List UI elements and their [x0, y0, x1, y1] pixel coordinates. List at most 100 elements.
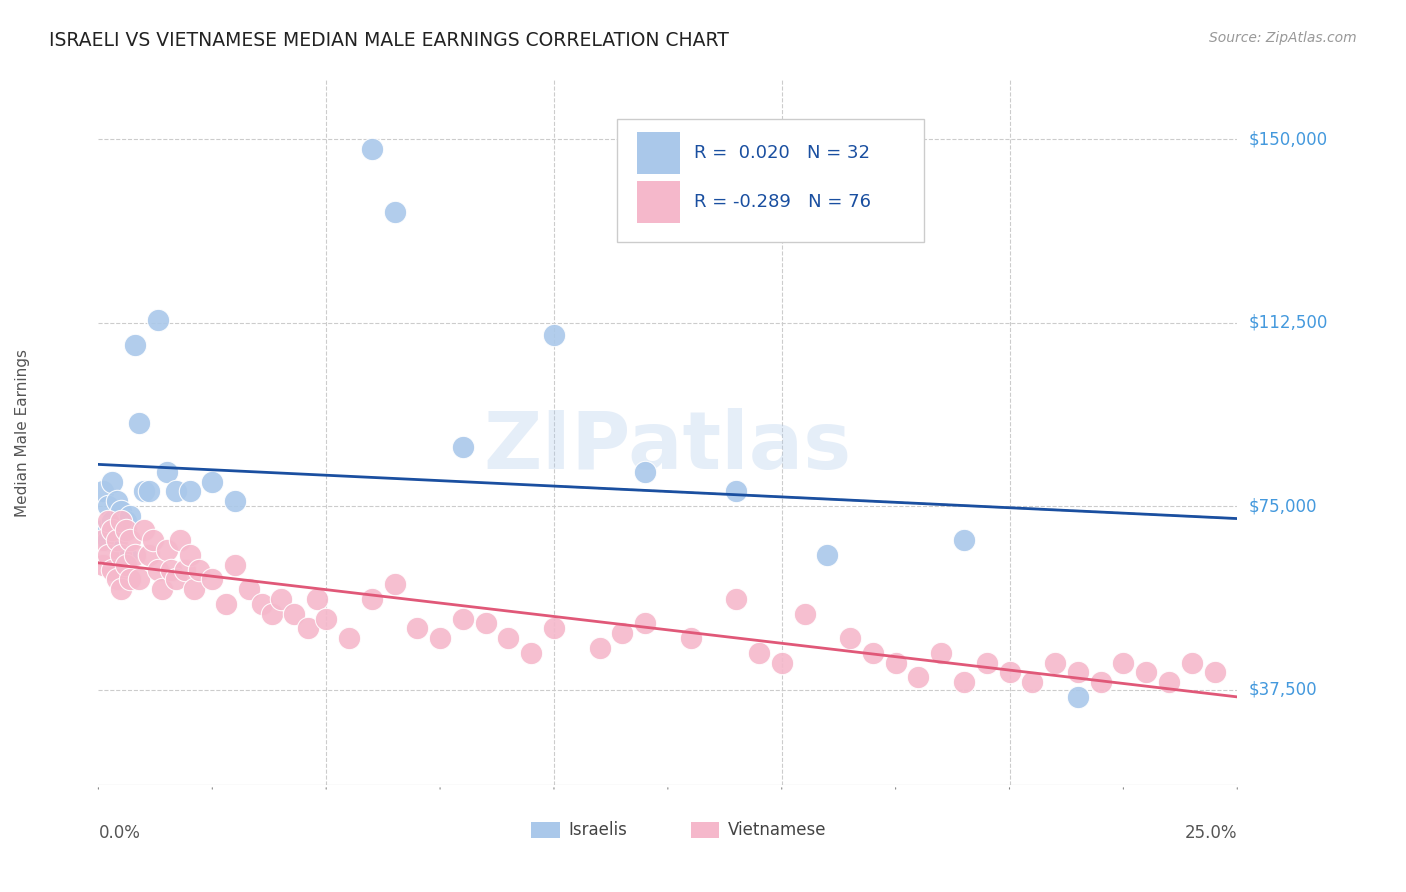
Text: Israelis: Israelis: [569, 821, 627, 839]
Point: [110, 524, 132, 538]
Point: [169, 533, 191, 548]
Point: [105, 533, 128, 548]
Point: [146, 313, 169, 327]
Text: ISRAELI VS VIETNAMESE MEDIAN MALE EARNINGS CORRELATION CHART: ISRAELI VS VIETNAMESE MEDIAN MALE EARNIN…: [49, 31, 730, 50]
Point: [114, 524, 136, 538]
Point: [138, 548, 160, 562]
Point: [124, 548, 146, 562]
Point: [124, 337, 146, 351]
Point: [953, 533, 976, 548]
FancyBboxPatch shape: [637, 132, 681, 174]
Text: 25.0%: 25.0%: [1185, 824, 1237, 842]
Point: [201, 573, 224, 587]
Point: [110, 548, 132, 562]
FancyBboxPatch shape: [617, 119, 924, 243]
Point: [101, 563, 124, 577]
Point: [146, 563, 169, 577]
Text: R = -0.289   N = 76: R = -0.289 N = 76: [695, 194, 872, 211]
Point: [929, 646, 952, 660]
Point: [634, 616, 657, 631]
Point: [793, 607, 815, 621]
Point: [132, 524, 155, 538]
Point: [183, 582, 205, 597]
Point: [1135, 665, 1157, 680]
Point: [114, 558, 136, 572]
Point: [160, 563, 183, 577]
Point: [1157, 675, 1180, 690]
Point: [307, 592, 329, 607]
Point: [612, 626, 634, 640]
FancyBboxPatch shape: [637, 181, 681, 223]
Text: 0.0%: 0.0%: [98, 824, 141, 842]
Point: [201, 475, 224, 489]
Point: [1067, 665, 1090, 680]
Point: [260, 607, 283, 621]
Point: [224, 494, 246, 508]
Point: [179, 484, 201, 499]
Point: [839, 631, 862, 645]
Point: [360, 142, 382, 156]
Point: [101, 475, 124, 489]
Point: [283, 607, 305, 621]
Point: [474, 616, 496, 631]
Text: $150,000: $150,000: [1249, 130, 1327, 148]
Point: [91, 524, 114, 538]
Point: [748, 646, 770, 660]
FancyBboxPatch shape: [531, 822, 560, 838]
Point: [498, 631, 520, 645]
Point: [96, 548, 118, 562]
FancyBboxPatch shape: [690, 822, 718, 838]
Point: [101, 514, 124, 528]
Point: [337, 631, 360, 645]
Point: [96, 499, 118, 513]
Point: [634, 465, 657, 479]
Point: [384, 577, 406, 591]
Point: [114, 514, 136, 528]
Point: [105, 533, 128, 548]
Point: [91, 533, 114, 548]
Point: [1021, 675, 1043, 690]
Point: [451, 440, 474, 454]
Point: [96, 514, 118, 528]
Point: [1181, 656, 1204, 670]
Point: [238, 582, 260, 597]
Text: Vietnamese: Vietnamese: [728, 821, 827, 839]
Text: $112,500: $112,500: [1249, 313, 1327, 332]
Point: [142, 533, 165, 548]
Point: [429, 631, 451, 645]
Point: [128, 416, 150, 430]
Point: [105, 494, 128, 508]
Point: [110, 514, 132, 528]
Point: [543, 621, 565, 635]
Point: [725, 484, 748, 499]
Text: R =  0.020   N = 32: R = 0.020 N = 32: [695, 144, 870, 161]
Point: [91, 484, 114, 499]
Point: [174, 563, 197, 577]
Point: [138, 484, 160, 499]
Point: [451, 611, 474, 625]
Point: [1043, 656, 1066, 670]
Point: [105, 573, 128, 587]
Point: [1112, 656, 1135, 670]
Point: [120, 573, 142, 587]
Point: [679, 631, 702, 645]
Point: [156, 543, 179, 558]
Text: ZIPatlas: ZIPatlas: [484, 408, 852, 486]
Point: [384, 205, 406, 219]
Point: [884, 656, 907, 670]
Point: [179, 548, 201, 562]
Point: [270, 592, 292, 607]
Point: [360, 592, 382, 607]
Point: [110, 582, 132, 597]
Text: Source: ZipAtlas.com: Source: ZipAtlas.com: [1209, 31, 1357, 45]
Point: [315, 611, 337, 625]
Point: [132, 484, 155, 499]
Point: [101, 524, 124, 538]
Point: [907, 670, 929, 684]
Point: [520, 646, 543, 660]
Point: [770, 656, 793, 670]
Text: $75,000: $75,000: [1249, 497, 1317, 515]
Point: [862, 646, 884, 660]
Point: [187, 563, 209, 577]
Point: [953, 675, 976, 690]
